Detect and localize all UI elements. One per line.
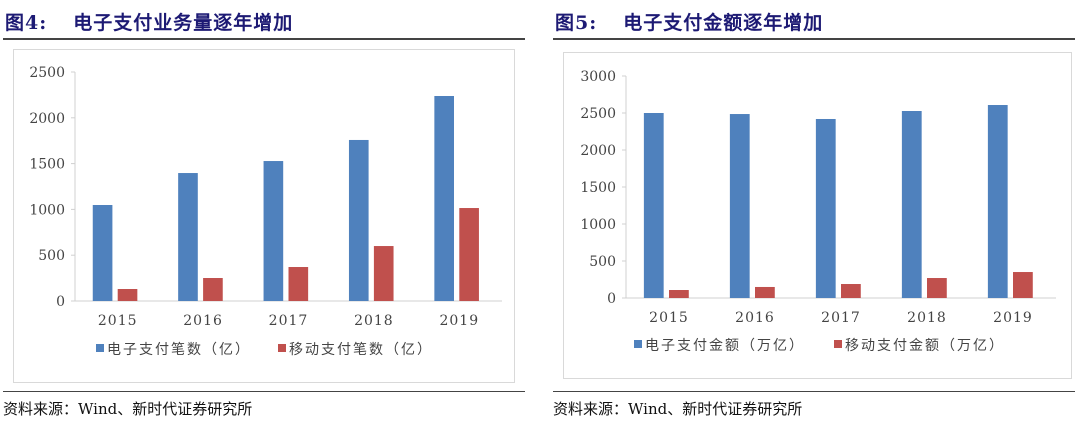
legend-label: 移动支付金额（万亿） bbox=[845, 338, 1005, 354]
figure-5-panel: 图5: 电子支付金额逐年增加 0 500 1000 1500 2000 2500 3000 20… bbox=[553, 0, 1075, 429]
bar-electronic-2018 bbox=[348, 139, 369, 301]
x-tick-label: 2017 bbox=[269, 313, 309, 329]
bar-mobile-2019 bbox=[1013, 272, 1033, 298]
x-tick-label: 2015 bbox=[98, 313, 138, 329]
y-tick-label: 500 bbox=[38, 248, 65, 264]
legend-swatch bbox=[278, 344, 286, 352]
figure-label: 图5: bbox=[555, 12, 598, 34]
bar-electronic-2015 bbox=[92, 205, 113, 301]
bar-mobile-2017 bbox=[288, 267, 309, 301]
title-rule bbox=[553, 38, 1075, 40]
x-tick-label: 2016 bbox=[735, 310, 775, 326]
x-tick-label: 2018 bbox=[907, 310, 947, 326]
y-tick-label: 500 bbox=[589, 254, 616, 270]
bar-electronic-2017 bbox=[263, 161, 284, 301]
figure-title-text: 电子支付金额逐年增加 bbox=[623, 12, 824, 34]
x-tick-label: 2019 bbox=[439, 313, 479, 329]
y-tick-label: 2500 bbox=[29, 65, 65, 81]
figure-title: 图4: 电子支付业务量逐年增加 bbox=[5, 8, 293, 35]
chart-box: 0 500 1000 1500 2000 2500 2015 2016 2017 2018 2019… bbox=[13, 49, 515, 383]
legend-label: 移动支付笔数（亿） bbox=[289, 342, 433, 358]
chart-1: 0 500 1000 1500 2000 2500 2015 2016 2017 2018 2019… bbox=[29, 65, 502, 358]
bar-mobile-2016 bbox=[755, 286, 775, 298]
bar-electronic-2017 bbox=[815, 118, 836, 298]
source-note: 资料来源：Wind、新时代证券研究所 bbox=[3, 391, 525, 419]
source-note: 资料来源：Wind、新时代证券研究所 bbox=[553, 391, 1075, 419]
bar-electronic-2018 bbox=[901, 111, 922, 298]
title-rule bbox=[3, 38, 525, 40]
legend-swatch bbox=[634, 340, 642, 348]
y-tick-label: 1000 bbox=[580, 217, 616, 233]
y-tick-label: 3000 bbox=[580, 69, 616, 85]
legend-label: 电子支付笔数（亿） bbox=[107, 342, 251, 358]
x-tick-label: 2017 bbox=[821, 310, 861, 326]
bar-electronic-2019 bbox=[987, 105, 1008, 298]
x-tick-label: 2018 bbox=[354, 313, 394, 329]
x-tick-label: 2016 bbox=[183, 313, 223, 329]
y-tick-label: 0 bbox=[607, 291, 616, 307]
y-tick-label: 0 bbox=[56, 294, 65, 310]
bar-mobile-2015 bbox=[117, 289, 138, 301]
y-tick-label: 2500 bbox=[580, 106, 616, 122]
chart-box: 0 500 1000 1500 2000 2500 3000 2015 2016 2017 2018… bbox=[563, 52, 1072, 379]
x-tick-label: 2019 bbox=[993, 310, 1033, 326]
y-tick-label: 1000 bbox=[29, 202, 65, 218]
bar-mobile-2015 bbox=[669, 290, 689, 298]
bar-electronic-2015 bbox=[643, 113, 664, 298]
bar-mobile-2017 bbox=[841, 284, 861, 298]
bar-electronic-2016 bbox=[178, 173, 198, 301]
bar-mobile-2016 bbox=[203, 278, 223, 301]
x-tick-label: 2015 bbox=[649, 310, 689, 326]
figure-label: 图4: bbox=[5, 12, 48, 34]
y-tick-label: 1500 bbox=[580, 180, 616, 196]
bar-mobile-2019 bbox=[459, 208, 479, 301]
bar-mobile-2018 bbox=[373, 246, 394, 301]
chart-2: 0 500 1000 1500 2000 2500 3000 2015 2016 2017 2018… bbox=[580, 69, 1056, 354]
figure-4-panel: 图4: 电子支付业务量逐年增加 0 500 1000 1500 2000 2500 2015 2… bbox=[3, 0, 525, 429]
y-tick-label: 2000 bbox=[29, 111, 65, 127]
bar-electronic-2016 bbox=[729, 114, 750, 298]
legend-swatch bbox=[834, 340, 842, 348]
figure-title-text: 电子支付业务量逐年增加 bbox=[73, 12, 294, 34]
legend-swatch bbox=[96, 344, 104, 352]
legend-label: 电子支付金额（万亿） bbox=[645, 338, 805, 354]
y-tick-label: 2000 bbox=[580, 143, 616, 159]
bar-mobile-2018 bbox=[927, 278, 947, 298]
figure-title: 图5: 电子支付金额逐年增加 bbox=[555, 8, 823, 35]
y-tick-label: 1500 bbox=[29, 157, 65, 173]
bar-electronic-2019 bbox=[434, 95, 454, 301]
